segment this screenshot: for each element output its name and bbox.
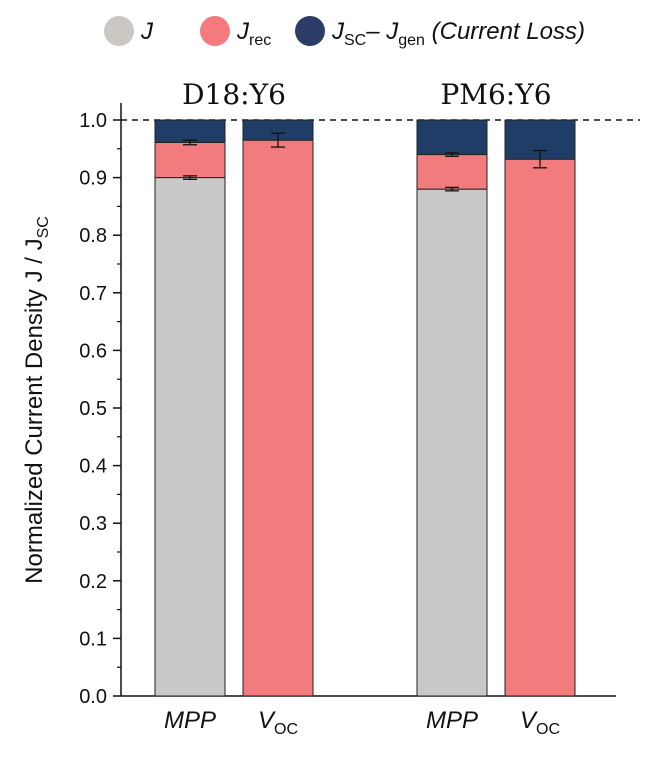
legend-label: Jrec [236,18,271,49]
legend-label-sub: SC [344,32,366,49]
legend-label: JSC– Jgen (Current Loss) [331,18,585,49]
group-titles: D18:Y6 PM6:Y6 [182,78,551,111]
y-tick-label: 0.0 [79,686,107,708]
category-label-main: MPP [426,707,478,734]
legend-label-sub: rec [249,32,271,49]
bar-segment-jrec [154,141,226,179]
group-title: D18:Y6 [182,78,286,111]
y-tick-label: 0.8 [79,225,107,247]
bar-segment-jrec [504,158,576,697]
bar-segment-current-loss [416,119,488,156]
bar-segment-jrec [242,139,314,697]
legend-marker [200,16,230,46]
bar-segment-jrec [416,154,488,190]
y-tick-label: 1.0 [79,110,107,132]
y-tick-label: 0.1 [79,628,107,650]
bar-segment-j [154,177,226,697]
category-labels: MPP VOC MPP VOC [164,707,560,738]
category-label-main: V [258,707,276,734]
y-tick-label: 0.3 [79,513,107,535]
category-label-main: V [520,707,538,734]
legend-label: J [140,18,154,45]
group-title: PM6:Y6 [440,78,551,111]
legend-label-sub2: gen [398,32,425,49]
legend-marker [295,16,325,46]
y-tick-label: 0.4 [79,456,107,478]
y-axis-label-main: Normalized Current Density J / J [21,238,48,583]
legend-marker [104,16,134,46]
legend-label-tail: (Current Loss) [425,18,585,45]
y-axis-label-sub: SC [35,216,52,238]
legend-label-main2: – J [365,18,399,45]
y-tick-label: 0.5 [79,398,107,420]
category-label-main: MPP [164,707,216,734]
legend-label-main: J [140,18,154,45]
y-axis-label: Normalized Current Density J / JSC [21,216,52,584]
legend-label-main: J [331,18,345,45]
category-label: MPP [164,707,216,734]
category-label-sub: OC [536,721,560,738]
y-axis-label-group: Normalized Current Density J / JSC [21,216,52,584]
legend-label-main: J [236,18,250,45]
bar-segment-j [416,188,488,697]
category-label: VOC [520,707,560,738]
category-label: VOC [258,707,298,738]
legend: J Jrec JSC– Jgen (Current Loss) [104,16,585,49]
category-label-sub: OC [274,721,298,738]
bar-segment-current-loss [154,119,226,143]
y-tick-label: 0.7 [79,283,107,305]
y-tick-label: 0.6 [79,340,107,362]
bars [154,119,576,697]
y-tick-label: 0.2 [79,571,107,593]
y-tick-label: 0.9 [79,168,107,190]
category-label: MPP [426,707,478,734]
